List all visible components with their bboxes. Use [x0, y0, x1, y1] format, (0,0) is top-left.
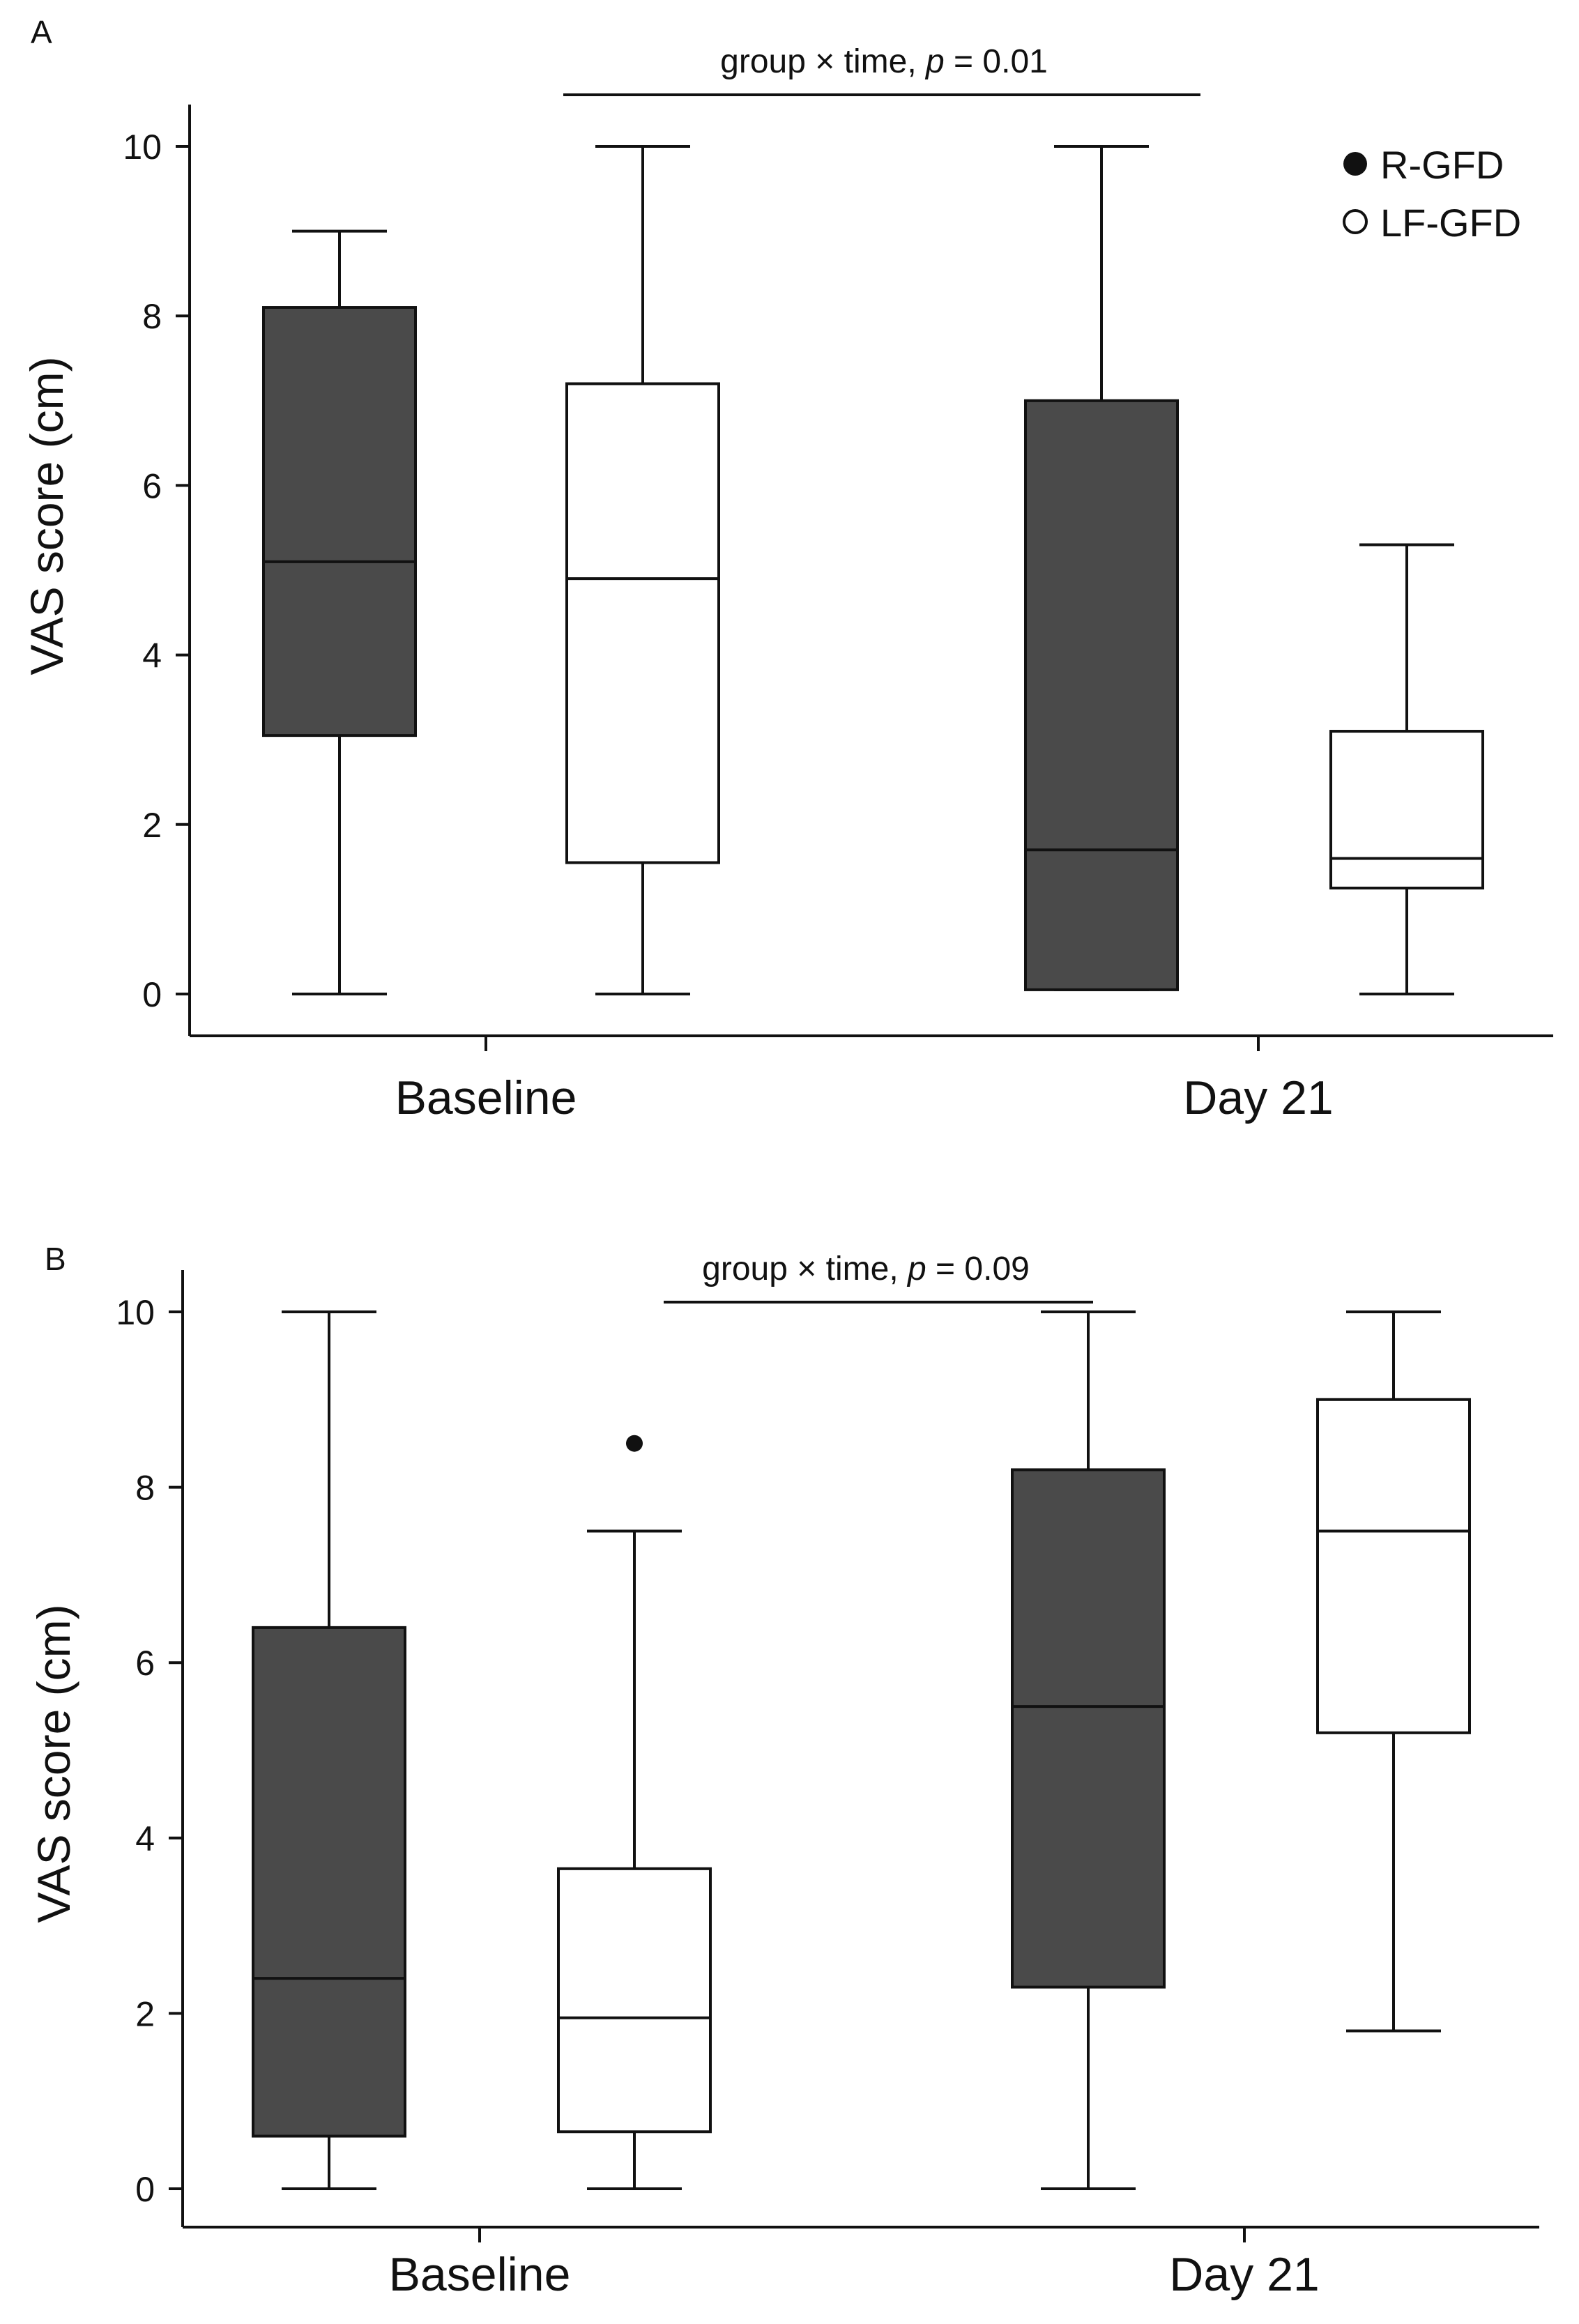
significance-label-b: group × time, p = 0.09: [702, 1251, 1030, 1287]
panel-a-lf-gfd-baseline-box: [565, 382, 720, 864]
panel-b-lf-gfd-baseline-outlier: [626, 1435, 643, 1452]
x-label-baseline-a: Baseline: [395, 1071, 577, 1124]
panel-a-lf-gfd-day21-box: [1329, 730, 1484, 890]
panel-a-y-tick-label: 6: [142, 466, 162, 505]
panel-b-label: B: [45, 1241, 66, 1277]
y-axis-title-a: VAS score (cm): [21, 356, 73, 675]
panel-b-y-tick-label: 6: [135, 1644, 155, 1683]
panel-a-r-gfd-day21-box: [1024, 399, 1179, 991]
panel-b-lf-gfd-baseline-box: [557, 1867, 712, 2134]
panel-a: A VAS score (cm) Baseline Day 21 group ×…: [21, 14, 1553, 1124]
panel-b-r-gfd-baseline-box: [252, 1626, 406, 2138]
panel-b-y-tick-label: 4: [135, 1819, 155, 1858]
panel-b-y-tick-label: 8: [135, 1469, 155, 1508]
panel-b: B VAS score (cm) Baseline Day 21 group ×…: [28, 1241, 1539, 2301]
panel-b-lf-gfd-day21-box: [1316, 1398, 1471, 1734]
panel-b-y-tick-label: 10: [116, 1293, 155, 1332]
panel-a-y-tick-label: 2: [142, 806, 162, 845]
significance-label-a: group × time, p = 0.01: [720, 43, 1048, 80]
x-label-day21-b: Day 21: [1169, 2248, 1319, 2301]
x-label-day21-a: Day 21: [1183, 1071, 1333, 1124]
legend: R-GFD LF-GFD: [1343, 143, 1521, 245]
panel-a-y-tick-label: 4: [142, 636, 162, 675]
panel-a-y-tick-label: 10: [123, 128, 162, 167]
legend-marker-r-gfd: [1343, 152, 1367, 176]
y-axis-title-b: VAS score (cm): [28, 1604, 79, 1922]
legend-marker-lf-gfd: [1343, 209, 1368, 234]
panel-b-y-tick-label: 2: [135, 1994, 155, 2033]
panel-b-y-tick-label: 0: [135, 2170, 155, 2209]
panel-a-r-gfd-baseline-box: [262, 306, 417, 737]
legend-label-lf-gfd: LF-GFD: [1380, 201, 1521, 245]
legend-label-r-gfd: R-GFD: [1380, 143, 1504, 187]
panel-a-y-tick-label: 0: [142, 975, 162, 1014]
panel-b-r-gfd-day21-box: [1011, 1468, 1166, 1989]
x-label-baseline-b: Baseline: [389, 2248, 571, 2301]
panel-a-label: A: [31, 14, 52, 50]
panel-a-y-tick-label: 8: [142, 297, 162, 336]
